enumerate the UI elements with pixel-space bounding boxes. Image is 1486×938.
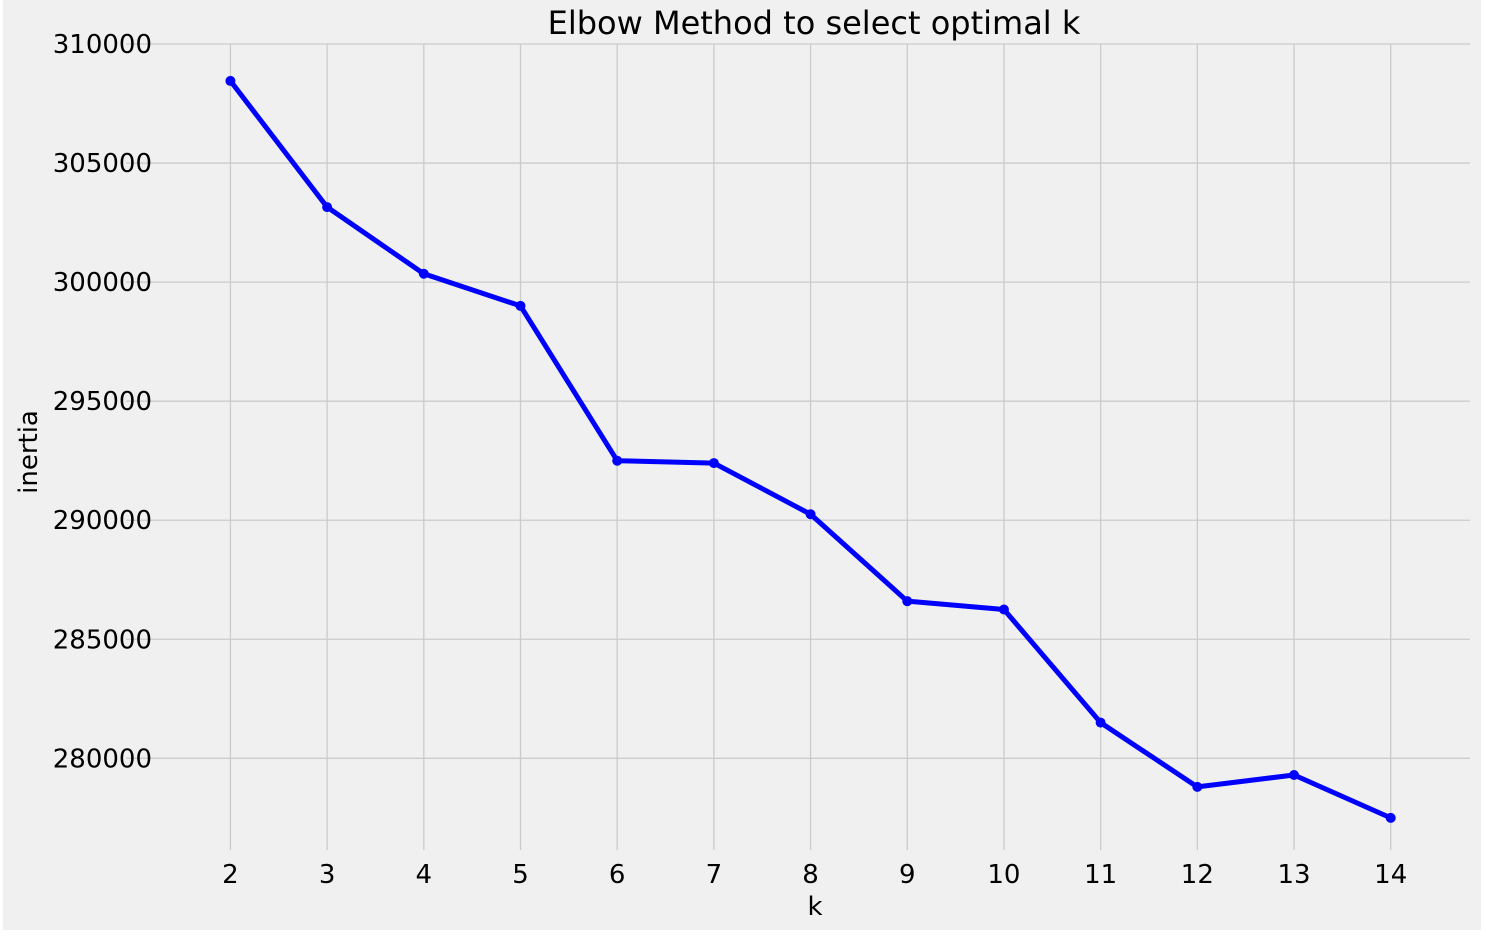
x-tick-label: 10	[987, 860, 1020, 890]
y-tick-label: 295000	[53, 387, 152, 417]
y-tick-label: 305000	[53, 149, 152, 179]
data-point	[998, 604, 1009, 615]
x-tick-label: 7	[706, 860, 723, 890]
y-gridlines	[126, 43, 1470, 759]
chart-background	[3, 0, 1481, 930]
y-axis-label: inertia	[14, 410, 44, 494]
x-tick-label: 11	[1084, 860, 1117, 890]
y-tick-label: 285000	[53, 625, 152, 655]
data-point	[1095, 717, 1106, 728]
x-tick-label: 5	[512, 860, 529, 890]
data-point	[515, 300, 526, 311]
data-point	[418, 268, 429, 279]
y-tick-label: 280000	[53, 744, 152, 774]
x-tick-label: 9	[899, 860, 916, 890]
data-point	[612, 455, 623, 466]
y-tick-label: 300000	[53, 268, 152, 298]
y-tick-label: 290000	[53, 506, 152, 536]
data-point	[322, 202, 333, 213]
x-tick-label: 14	[1374, 860, 1407, 890]
x-tick-label: 6	[609, 860, 626, 890]
x-tick-label: 8	[802, 860, 819, 890]
x-tick-label: 13	[1277, 860, 1310, 890]
y-tick-label: 310000	[53, 30, 152, 60]
series-layer	[225, 75, 1396, 823]
data-point	[1192, 781, 1203, 792]
y-tick-labels: 280000 285000 290000 295000 300000 305000 3100…	[53, 30, 152, 774]
data-point	[708, 458, 719, 469]
data-point	[805, 509, 816, 520]
x-tick-label: 4	[416, 860, 433, 890]
x-gridlines	[229, 44, 1392, 850]
chart-title: Elbow Method to select optimal k	[548, 4, 1081, 42]
x-tick-label: 2	[222, 860, 239, 890]
x-axis-label: k	[807, 892, 822, 922]
data-point	[1289, 769, 1300, 780]
data-point	[225, 75, 236, 86]
x-tick-label: 3	[319, 860, 336, 890]
x-tick-label: 12	[1181, 860, 1214, 890]
data-point	[1385, 812, 1396, 823]
x-tick-labels: 2 3 4 5 6 7 8 9 10 11 12 13 14	[222, 860, 1407, 890]
data-point	[902, 596, 913, 607]
